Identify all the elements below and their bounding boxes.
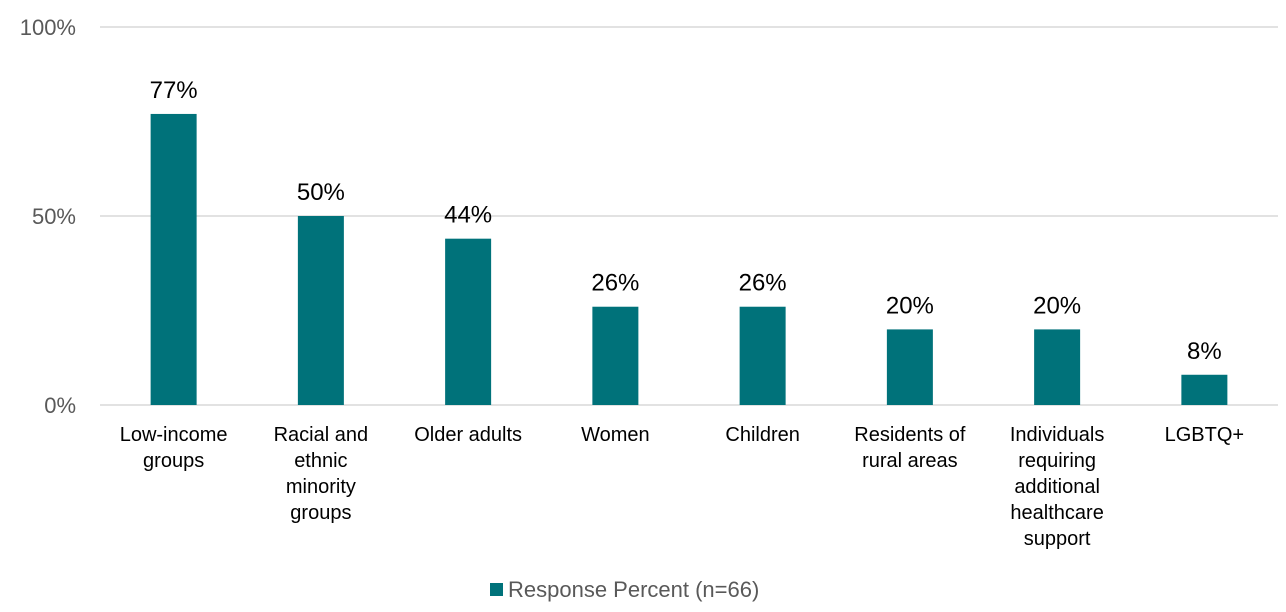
data-label: 20%: [1033, 292, 1081, 319]
category-label-line: support: [1024, 528, 1091, 550]
y-axis-ticks: 0% 50% 100%: [20, 15, 76, 418]
category-label-line: Children: [725, 424, 799, 446]
data-label: 20%: [886, 292, 934, 319]
category-label-line: requiring: [1018, 450, 1096, 472]
bar: [1034, 329, 1081, 405]
bar: [150, 113, 197, 405]
bar: [1181, 374, 1228, 405]
category-label: Older adults: [414, 424, 522, 446]
y-tick-label: 0%: [44, 393, 76, 418]
bar: [886, 329, 933, 405]
legend: Response Percent (n=66): [490, 577, 759, 602]
bars: [150, 113, 1228, 405]
data-label: 26%: [591, 270, 639, 297]
category-label-line: LGBTQ+: [1165, 424, 1244, 446]
category-label-line: Women: [581, 424, 650, 446]
bar: [297, 216, 344, 405]
bar: [739, 306, 786, 405]
data-label: 26%: [739, 270, 787, 297]
legend-swatch: [490, 583, 503, 596]
data-label: 77%: [150, 77, 198, 104]
gridlines: [100, 26, 1278, 406]
data-label: 8%: [1187, 338, 1222, 365]
category-label-line: ethnic: [294, 450, 347, 472]
category-label: Residents of rural areas: [854, 424, 966, 472]
data-label: 44%: [444, 202, 492, 229]
category-label: Racial and ethnic minority groups: [274, 424, 369, 524]
category-label-line: healthcare: [1010, 502, 1103, 524]
category-label-line: Residents of: [854, 424, 966, 446]
category-label: Low-income groups: [120, 424, 228, 472]
bar: [592, 306, 639, 405]
category-label-line: rural areas: [862, 450, 958, 472]
bar: [445, 238, 492, 405]
y-tick-label: 50%: [32, 204, 76, 229]
category-label-line: Individuals: [1010, 424, 1105, 446]
category-label: Children: [725, 424, 799, 446]
category-label: Women: [581, 424, 650, 446]
data-labels: 77% 50% 44% 26% 26% 20% 20% 8%: [150, 77, 1222, 365]
category-label-line: groups: [290, 502, 351, 524]
category-label-line: groups: [143, 450, 204, 472]
category-label-line: Low-income: [120, 424, 228, 446]
y-tick-label: 100%: [20, 15, 76, 40]
category-label-line: additional: [1014, 476, 1100, 498]
category-label-line: Racial and: [274, 424, 369, 446]
category-label-line: minority: [286, 476, 356, 498]
data-label: 50%: [297, 179, 345, 206]
category-labels: Low-income groups Racial and ethnic minority…: [120, 424, 1244, 550]
category-label: LGBTQ+: [1165, 424, 1244, 446]
category-label: Individuals requiring additional healthcare…: [1010, 424, 1105, 550]
legend-label: Response Percent (n=66): [508, 577, 759, 602]
category-label-line: Older adults: [414, 424, 522, 446]
